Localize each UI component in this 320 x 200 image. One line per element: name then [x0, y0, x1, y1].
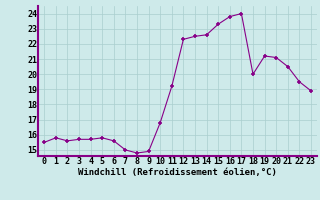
X-axis label: Windchill (Refroidissement éolien,°C): Windchill (Refroidissement éolien,°C): [78, 168, 277, 177]
